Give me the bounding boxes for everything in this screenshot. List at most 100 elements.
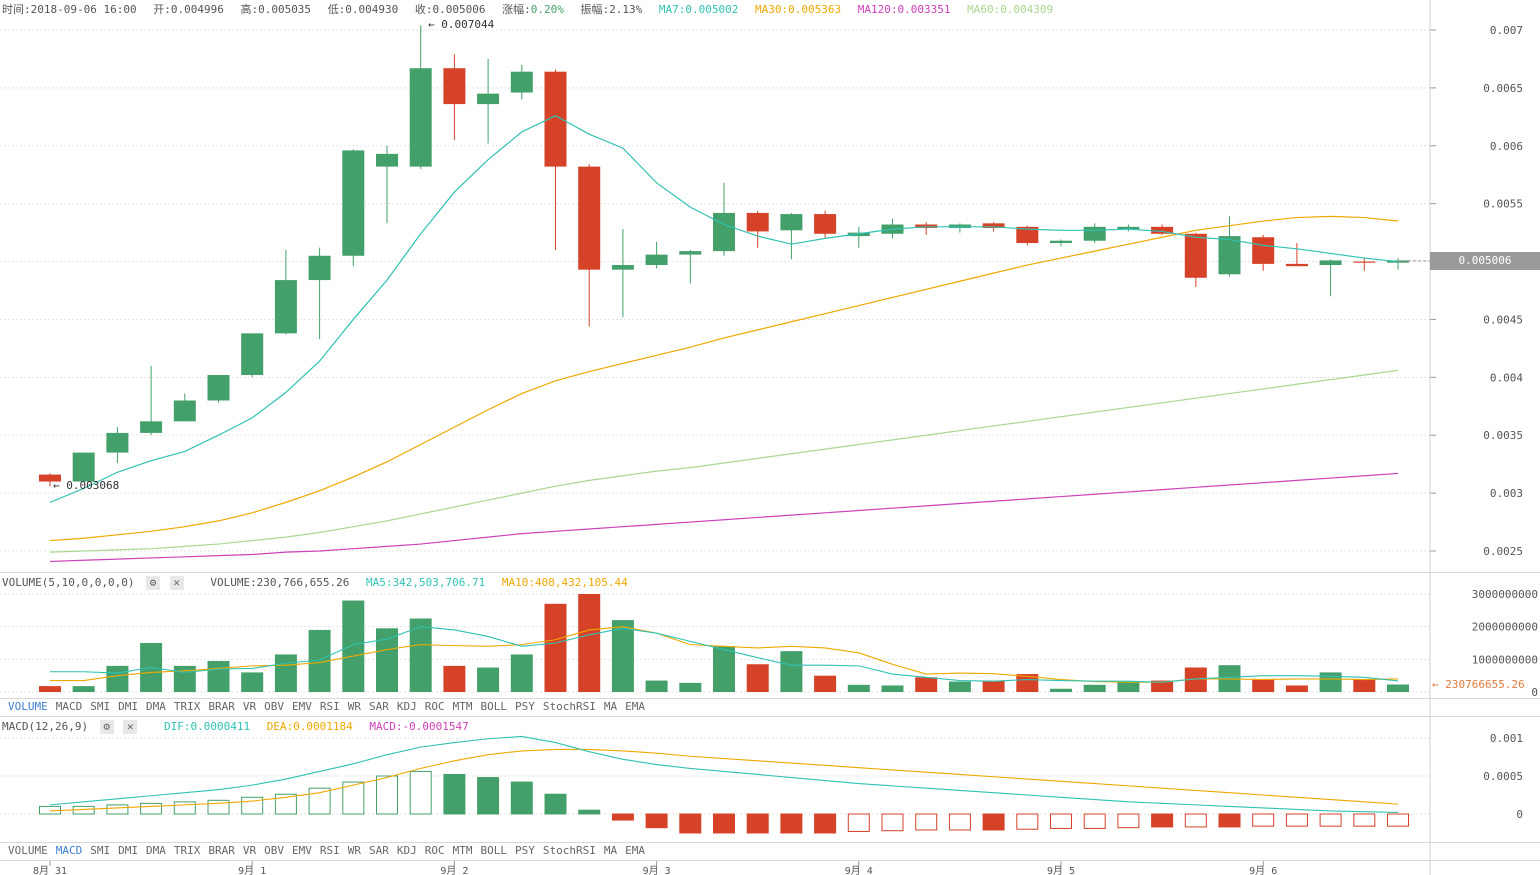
volume-panel [39, 594, 1409, 692]
tab-boll[interactable]: BOLL [480, 844, 508, 857]
volume-axis-label: 0 [1531, 686, 1538, 699]
price-axis-label: 0.0025 [1483, 545, 1523, 558]
tab-dmi[interactable]: DMI [118, 844, 138, 857]
price-axis-label: 0.007 [1490, 24, 1523, 37]
price-axis-label: 0.006 [1490, 140, 1523, 153]
tab-macd[interactable]: MACD [55, 844, 83, 857]
tab-macd[interactable]: MACD [55, 700, 83, 713]
volume-bar [1151, 680, 1174, 692]
tab-trix[interactable]: TRIX [173, 844, 201, 857]
tab-emv[interactable]: EMV [292, 844, 312, 857]
candle-body [308, 255, 331, 281]
tab-emv[interactable]: EMV [292, 700, 312, 713]
tab-stochrsi[interactable]: StochRSI [542, 844, 596, 857]
tab-vr[interactable]: VR [242, 700, 257, 713]
tab-psy[interactable]: PSY [515, 844, 535, 857]
time-readout: 时间:2018-09-06 16:00 [2, 3, 137, 16]
macd-histogram-bar [510, 781, 533, 815]
volume-bar [477, 667, 500, 692]
tab-kdj[interactable]: KDJ [396, 844, 417, 857]
gear-icon[interactable]: ⚙ [146, 576, 161, 590]
tab-ema[interactable]: EMA [625, 700, 645, 713]
tab-mtm[interactable]: MTM [452, 844, 473, 857]
tab-rsi[interactable]: RSI [319, 844, 340, 857]
tab-boll[interactable]: BOLL [480, 700, 508, 713]
candle-body [544, 71, 567, 167]
tab-dma[interactable]: DMA [146, 844, 166, 857]
time-axis-label: 9月 3 [643, 865, 671, 875]
macd-histogram-bar [140, 802, 163, 815]
volume-bar [544, 603, 567, 692]
divider [0, 842, 1540, 843]
tab-sar[interactable]: SAR [369, 700, 389, 713]
close-icon[interactable]: ✕ [123, 720, 138, 734]
macd-histogram-bar [1184, 813, 1207, 828]
candle-body [510, 71, 533, 93]
tab-smi[interactable]: SMI [90, 700, 111, 713]
volume-bar [847, 684, 870, 692]
tab-smi[interactable]: SMI [90, 844, 111, 857]
tab-dmi[interactable]: DMI [118, 700, 138, 713]
tab-volume[interactable]: VOLUME [8, 844, 48, 857]
tab-trix[interactable]: TRIX [173, 700, 201, 713]
close-icon[interactable]: ✕ [169, 576, 184, 590]
macd-histogram-bar [443, 773, 466, 815]
time-axis-label: 9月 4 [845, 865, 873, 875]
price-axis-label: 0.003 [1490, 487, 1523, 500]
volume-bar [611, 620, 634, 692]
tab-wr[interactable]: WR [347, 700, 361, 713]
candle-body [713, 212, 735, 252]
tab-volume[interactable]: VOLUME [8, 700, 48, 713]
volume-header: VOLUME(5,10,0,0,0,0) ⚙ ✕ VOLUME:230,766,… [2, 576, 638, 590]
tab-wr[interactable]: WR [347, 844, 361, 857]
divider [0, 860, 1540, 861]
volume-bar [746, 664, 769, 692]
tab-ma[interactable]: MA [603, 844, 618, 857]
candle-body [1050, 240, 1072, 244]
tab-kdj[interactable]: KDJ [396, 700, 417, 713]
tab-ma[interactable]: MA [603, 700, 618, 713]
low-readout: 低:0.004930 [327, 3, 399, 16]
tab-psy[interactable]: PSY [515, 700, 535, 713]
tab-brar[interactable]: BRAR [208, 844, 235, 857]
macd-histogram-bar [1083, 813, 1106, 829]
candle-body [477, 93, 500, 105]
tab-rsi[interactable]: RSI [319, 700, 340, 713]
macd-histogram-bar [847, 813, 870, 832]
macd-histogram-bar [780, 813, 803, 834]
candle-body [1319, 260, 1342, 266]
candle-body [679, 251, 702, 255]
volume-bar [814, 675, 837, 692]
tab-stochrsi[interactable]: StochRSI [542, 700, 596, 713]
tab-ema[interactable]: EMA [625, 844, 645, 857]
tab-obv[interactable]: OBV [264, 844, 284, 857]
volume-bar [881, 685, 904, 692]
tab-dma[interactable]: DMA [146, 700, 166, 713]
price-axis-label: 0.0055 [1483, 198, 1523, 211]
macd-histogram-bar [881, 813, 904, 832]
time-axis-label: 9月 6 [1249, 865, 1277, 875]
tab-brar[interactable]: BRAR [208, 700, 235, 713]
tab-sar[interactable]: SAR [369, 844, 389, 857]
macd-histogram-bar [948, 813, 971, 831]
macd-histogram-bar [1285, 813, 1308, 827]
tab-roc[interactable]: ROC [424, 700, 445, 713]
volume-bar [510, 654, 533, 692]
candle-body [982, 223, 1005, 228]
tab-obv[interactable]: OBV [264, 700, 284, 713]
ma120-readout: MA120:0.003351 [857, 3, 951, 16]
volume-bar [645, 680, 668, 692]
macd-value: MACD:-0.0001547 [369, 720, 469, 733]
gear-icon[interactable]: ⚙ [99, 720, 114, 734]
volume-bar [39, 686, 61, 692]
tab-mtm[interactable]: MTM [452, 700, 473, 713]
tab-vr[interactable]: VR [242, 844, 257, 857]
volume-axis-label: 2000000000 [1472, 621, 1538, 634]
amplitude-readout: 振幅:2.13% [580, 3, 643, 16]
volume-bar [679, 682, 702, 692]
macd-histogram-bar [814, 813, 837, 834]
macd-histogram-bar [679, 813, 702, 834]
tab-roc[interactable]: ROC [424, 844, 445, 857]
macd-dif-line [49, 735, 1399, 814]
